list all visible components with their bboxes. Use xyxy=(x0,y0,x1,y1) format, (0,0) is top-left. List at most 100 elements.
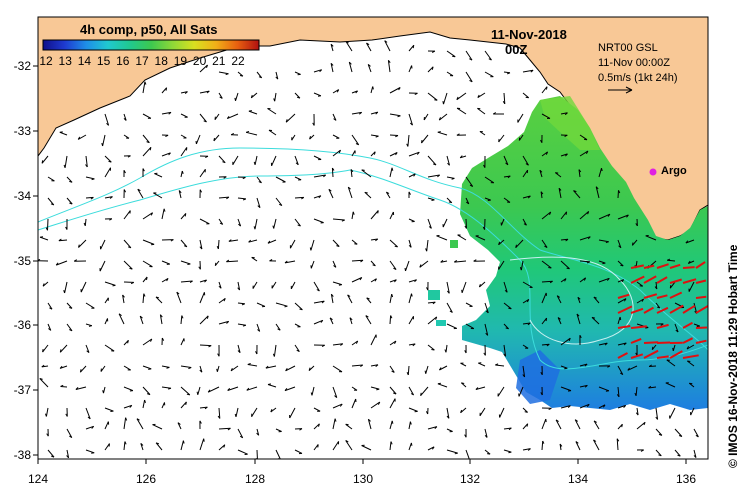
fast-current-arrow xyxy=(682,321,693,329)
current-arrow xyxy=(522,448,531,451)
current-arrow xyxy=(498,239,505,246)
current-arrow xyxy=(199,365,203,373)
current-arrow xyxy=(290,281,296,290)
current-arrowhead xyxy=(606,277,610,281)
current-arrowhead xyxy=(623,342,627,346)
current-arrowhead xyxy=(206,64,208,68)
fast-current-arrow xyxy=(695,279,707,284)
current-arrow xyxy=(85,407,91,420)
current-arrowhead xyxy=(693,455,697,458)
current-arrow xyxy=(308,365,315,371)
scale-arrow xyxy=(608,86,633,94)
current-arrowhead xyxy=(160,314,163,318)
current-arrowhead xyxy=(204,406,208,410)
current-arrowhead xyxy=(464,434,467,438)
current-arrowhead xyxy=(556,295,560,298)
fast-current-arrow xyxy=(682,337,694,344)
current-arrow xyxy=(332,281,342,286)
current-arrow xyxy=(123,404,132,409)
current-arrow xyxy=(465,197,470,205)
current-arrow xyxy=(84,218,87,226)
current-arrow xyxy=(267,239,277,244)
current-arrowhead xyxy=(621,424,623,428)
current-arrow xyxy=(688,281,695,292)
colorbar-tick-label: 12 xyxy=(39,54,53,68)
current-arrow xyxy=(248,239,258,243)
current-arrowhead xyxy=(207,389,211,393)
x-tick-label: 130 xyxy=(353,472,373,486)
current-arrowhead xyxy=(464,350,467,354)
x-tick-label: 128 xyxy=(245,472,265,486)
current-arrowhead xyxy=(349,317,353,321)
current-arrow xyxy=(407,365,410,375)
current-arrowhead xyxy=(214,262,217,266)
current-arrowhead xyxy=(695,434,699,438)
current-arrowhead xyxy=(166,366,170,369)
current-arrow xyxy=(237,302,245,305)
current-arrowhead xyxy=(223,176,227,179)
current-arrow xyxy=(351,398,357,409)
current-arrow xyxy=(598,277,610,283)
current-arrow xyxy=(579,277,586,283)
current-arrowhead xyxy=(391,167,394,171)
current-arrow xyxy=(180,239,188,248)
current-arrow xyxy=(199,113,207,123)
current-arrowhead xyxy=(182,440,185,444)
current-arrow xyxy=(437,383,448,388)
current-arrow xyxy=(560,405,571,409)
current-arrow xyxy=(389,279,397,283)
current-arrow xyxy=(66,176,73,183)
current-arrowhead xyxy=(284,387,288,391)
current-arrowhead xyxy=(451,177,455,180)
current-arrow xyxy=(484,302,489,314)
current-arrow xyxy=(275,302,288,307)
current-arrow xyxy=(59,344,68,353)
current-arrow xyxy=(617,386,620,397)
current-arrowhead xyxy=(161,337,165,341)
current-arrow xyxy=(367,64,372,73)
current-arrow xyxy=(142,146,152,157)
current-arrowhead xyxy=(604,342,608,346)
current-arrowhead xyxy=(406,143,409,147)
current-arrow xyxy=(427,344,435,351)
current-arrowhead xyxy=(395,135,399,138)
current-arrow xyxy=(522,365,526,377)
current-arrowhead xyxy=(431,66,434,70)
current-vector-field xyxy=(38,40,700,459)
current-arrowhead xyxy=(166,278,169,282)
current-arrow xyxy=(227,386,239,391)
current-arrowhead xyxy=(124,441,127,445)
current-arrow xyxy=(484,323,489,336)
current-arrowhead xyxy=(435,316,438,320)
current-arrowhead xyxy=(546,343,550,347)
current-arrowhead xyxy=(125,417,128,421)
current-arrowhead xyxy=(578,169,582,173)
current-arrow xyxy=(617,342,627,346)
current-arrow xyxy=(617,279,624,283)
current-arrow xyxy=(522,92,530,99)
current-arrow xyxy=(517,113,524,123)
current-arrowhead xyxy=(87,416,91,420)
current-arrowhead xyxy=(309,247,312,251)
current-arrow xyxy=(284,386,296,392)
current-arrow xyxy=(123,386,134,392)
current-arrowhead xyxy=(163,208,166,212)
current-arrow xyxy=(389,211,394,220)
sst-contour-line xyxy=(38,169,708,370)
current-arrowhead xyxy=(265,365,269,369)
current-arrow xyxy=(389,294,393,304)
current-arrow xyxy=(268,129,277,136)
current-arrow xyxy=(152,424,163,430)
current-arrow xyxy=(408,293,412,304)
current-arrow xyxy=(230,365,239,372)
current-arrow xyxy=(39,236,49,241)
current-arrowhead xyxy=(355,340,359,344)
current-arrow xyxy=(389,113,401,117)
current-arrow xyxy=(616,438,619,451)
current-arrowhead xyxy=(549,211,552,215)
current-arrow xyxy=(275,449,281,459)
current-arrow xyxy=(332,365,343,373)
current-arrowhead xyxy=(127,340,129,344)
current-arrowhead xyxy=(316,289,320,292)
current-arrowhead xyxy=(309,136,311,140)
